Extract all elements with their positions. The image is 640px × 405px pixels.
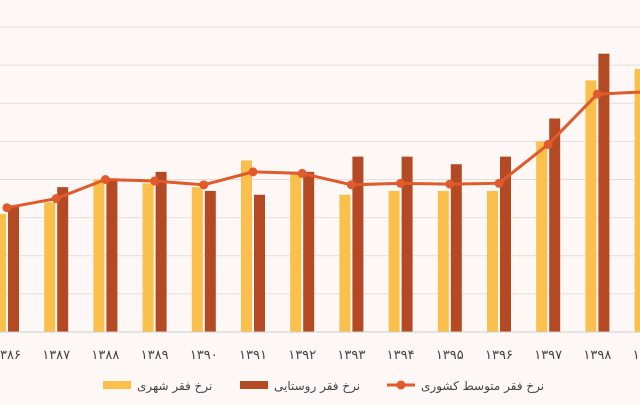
urban-bar-12 [585, 80, 597, 332]
bar-marks [0, 53, 640, 332]
urban-bar-7 [339, 194, 351, 332]
legend-label-rural: نرخ فقر روستایی [274, 379, 360, 394]
x-tick-labels: ۱۳۸۶ ۱۳۸۷ ۱۳۸۸ ۱۳۸۹ ۱۳۹۰ ۱۳۹۱ ۱۳۹۲ ۱۳۹۳ ۱۳۹۴ ۱۳۹۵… [0, 348, 640, 363]
legend-label-average: نرخ فقر متوسط کشوری [421, 379, 544, 394]
rural-bar-6 [303, 171, 315, 332]
x-tick-label-5: ۱۳۹۱ [239, 348, 267, 363]
average-point-12 [592, 89, 602, 99]
legend: نرخ فقر شهری نرخ فقر روستایی نرخ فقر متوسط… [103, 379, 544, 394]
urban-bar-5 [241, 160, 252, 332]
rural-bar-4 [204, 190, 216, 332]
urban-bar-1 [44, 202, 56, 332]
rural-bar-0 [8, 206, 19, 332]
rural-bar-5 [254, 194, 265, 332]
average-point-5 [248, 167, 258, 177]
rural-bar-2 [106, 179, 118, 332]
urban-bar-3 [142, 183, 154, 332]
x-tick-label-12: ۱۳۹۸ [583, 348, 611, 363]
rural-bar-9 [450, 164, 462, 332]
urban-bar-6 [290, 171, 302, 332]
x-tick-label-1: ۱۳۸۷ [42, 348, 70, 363]
average-point-8 [396, 178, 406, 188]
average-point-7 [346, 180, 356, 190]
rural-bar-11 [549, 118, 561, 332]
x-tick-label-6: ۱۳۹۲ [288, 348, 316, 363]
urban-bar-10 [487, 190, 498, 332]
urban-bar-2 [93, 179, 105, 332]
legend-swatch-urban [103, 381, 131, 389]
x-tick-label-8: ۱۳۹۴ [387, 348, 415, 363]
x-tick-label-7: ۱۳۹۳ [337, 348, 365, 363]
rural-bar-12 [598, 53, 610, 332]
urban-bar-8 [388, 190, 400, 332]
average-point-11 [543, 139, 553, 149]
average-point-10 [494, 178, 504, 188]
average-point-1 [51, 194, 61, 204]
average-point-0 [2, 203, 12, 213]
urban-bar-13 [634, 68, 640, 332]
x-tick-label-0: ۱۳۸۶ [0, 348, 21, 363]
rural-bar-8 [401, 156, 413, 332]
rural-bar-3 [155, 171, 167, 332]
average-point-9 [445, 179, 455, 189]
legend-label-urban: نرخ فقر شهری [137, 379, 212, 394]
average-point-4 [199, 180, 209, 190]
rural-bar-1 [57, 187, 69, 332]
x-tick-label-4: ۱۳۹۰ [190, 348, 218, 363]
legend-swatch-average-point [396, 380, 406, 390]
x-tick-label-10: ۱۳۹۶ [485, 348, 513, 363]
x-tick-label-13: ۱۳۹۹ [633, 348, 640, 363]
average-point-6 [297, 168, 307, 178]
x-tick-label-2: ۱۳۸۸ [91, 348, 119, 363]
urban-bar-0 [0, 213, 6, 332]
rural-bar-10 [500, 156, 511, 332]
x-tick-label-3: ۱۳۸۹ [141, 348, 169, 363]
average-line [6, 90, 640, 210]
urban-bar-4 [191, 187, 203, 332]
urban-bar-11 [536, 141, 548, 332]
x-tick-label-9: ۱۳۹۵ [436, 348, 464, 363]
average-point-2 [100, 175, 110, 184]
x-tick-label-11: ۱۳۹۷ [534, 348, 562, 363]
urban-bar-9 [437, 190, 449, 332]
average-line-series [2, 89, 640, 213]
average-point-3 [150, 176, 160, 186]
rural-bar-7 [352, 156, 364, 332]
legend-swatch-rural [240, 381, 268, 389]
